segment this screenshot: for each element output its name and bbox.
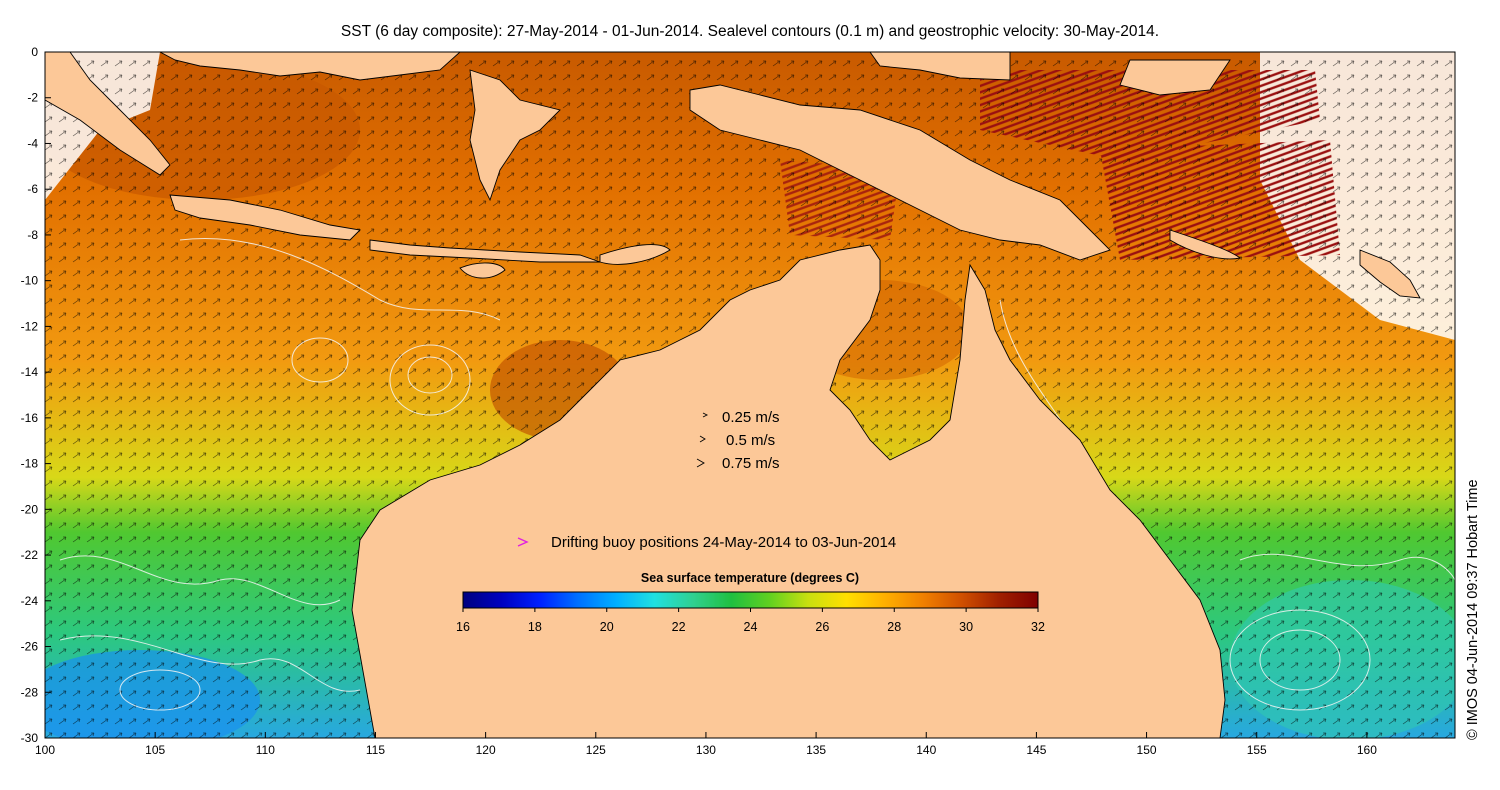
y-tick-label: -22 (21, 548, 39, 562)
x-tick-label: 125 (586, 743, 606, 757)
x-tick-label: 145 (1026, 743, 1046, 757)
velocity-legend-label: 0.5 m/s (726, 432, 775, 449)
x-tick-label: 120 (476, 743, 496, 757)
y-tick-label: -30 (21, 731, 39, 745)
x-tick-label: 110 (256, 743, 275, 757)
y-tick-label: -20 (21, 502, 39, 516)
australia-land (351, 244, 1226, 738)
y-tick-label: -6 (27, 182, 38, 196)
colorbar-bar (462, 591, 1039, 609)
colorbar-title: Sea surface temperature (degrees C) (641, 571, 859, 585)
y-tick-label: -26 (21, 640, 39, 654)
y-tick-label: -2 (27, 91, 38, 105)
northern-land (869, 52, 1011, 81)
credit-text: © IMOS 04-Jun-2014 09:37 Hobart Time (1465, 479, 1481, 740)
sulawesi-land (469, 69, 561, 202)
plot-frame (44, 51, 1456, 739)
island-land (1169, 229, 1242, 260)
x-axis: 100 105 110 115 120 125 130 135 140 145 150 155 160 (35, 732, 1377, 757)
x-tick-label: 130 (696, 743, 716, 757)
colorbar-ticks: 16 18 20 22 24 26 28 30 32 (456, 608, 1045, 634)
y-tick-label: -24 (21, 594, 39, 608)
y-axis: 0 -2 -4 -6 -8 -10 -12 -14 -16 -18 -20 -22 -24 -26 -28 -… (21, 45, 51, 745)
colorbar-tick-label: 28 (887, 620, 901, 634)
island-land (1119, 59, 1231, 96)
velocity-legend: 0.25 m/s 0.5 m/s 0.75 m/s (696, 409, 780, 472)
colorbar: Sea surface temperature (degrees C) 16 18… (456, 571, 1045, 634)
colorbar-tick-label: 30 (959, 620, 973, 634)
timor-land (599, 244, 671, 265)
colorbar-tick-label: 18 (528, 620, 542, 634)
y-tick-label: -10 (21, 274, 39, 288)
java-land (169, 194, 361, 241)
x-tick-label: 150 (1137, 743, 1157, 757)
y-tick-label: -16 (21, 411, 39, 425)
x-tick-label: 160 (1357, 743, 1377, 757)
land-masses (45, 52, 1421, 738)
borneo-land (159, 52, 461, 81)
colorbar-tick-label: 32 (1031, 620, 1045, 634)
colorbar-tick-label: 26 (815, 620, 829, 634)
y-tick-label: -12 (21, 319, 39, 333)
velocity-arrow-small (702, 412, 709, 418)
velocity-arrow-medium (699, 435, 706, 443)
map-title: SST (6 day composite): 27-May-2014 - 01-… (340, 23, 1160, 40)
y-tick-label: -4 (27, 136, 38, 150)
y-tick-label: -14 (21, 365, 39, 379)
island-land (459, 262, 506, 279)
x-tick-label: 100 (35, 743, 55, 757)
colorbar-tick-label: 16 (456, 620, 470, 634)
buoy-legend-label: Drifting buoy positions 24-May-2014 to 0… (551, 534, 896, 551)
x-tick-label: 135 (806, 743, 826, 757)
colorbar-tick-label: 24 (744, 620, 758, 634)
y-tick-label: -28 (21, 685, 39, 699)
y-tick-label: 0 (31, 45, 38, 59)
y-tick-label: -18 (21, 457, 39, 471)
buoy-marker-icon (517, 537, 529, 547)
x-tick-label: 155 (1247, 743, 1267, 757)
velocity-arrow-large (696, 458, 705, 468)
sumatra-land (45, 52, 171, 176)
y-tick-label: -8 (27, 228, 38, 242)
x-tick-label: 140 (916, 743, 936, 757)
x-tick-label: 105 (145, 743, 165, 757)
velocity-legend-label: 0.25 m/s (722, 409, 780, 426)
new-guinea-land (689, 84, 1111, 261)
colorbar-tick-label: 20 (600, 620, 614, 634)
velocity-legend-label: 0.75 m/s (722, 455, 780, 472)
map-layers (45, 52, 1455, 738)
colorbar-tick-label: 22 (672, 620, 686, 634)
x-tick-label: 115 (366, 743, 385, 757)
buoy-legend: Drifting buoy positions 24-May-2014 to 0… (517, 534, 896, 551)
sealevel-contours (59, 238, 1455, 711)
island-land (1359, 249, 1421, 299)
